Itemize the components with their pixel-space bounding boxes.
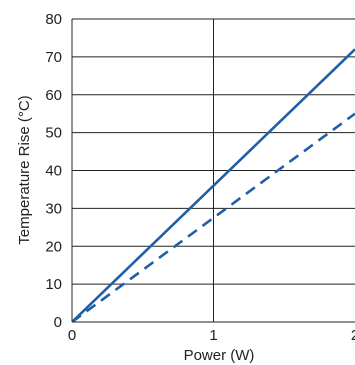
- y-tick-label-70: 70: [45, 49, 62, 66]
- series-group: [72, 48, 355, 322]
- y-axis-label: Temperature Rise (°C): [16, 95, 33, 244]
- y-tick-label-0: 0: [54, 314, 62, 331]
- y-tick-labels: 0 10 20 30 40 50 60 70 80: [45, 11, 62, 331]
- plot-frame: [71, 18, 355, 323]
- y-tick-label-10: 10: [45, 276, 62, 293]
- y-tick-label-30: 30: [45, 200, 62, 217]
- series-line-1: [72, 48, 355, 322]
- series-line-2: [72, 112, 355, 322]
- y-tick-label-20: 20: [45, 238, 62, 255]
- y-tick-label-80: 80: [45, 11, 62, 28]
- x-tick-label-0: 0: [68, 327, 76, 344]
- grid-lines: [72, 19, 355, 322]
- x-tick-label-2: 2: [351, 327, 355, 344]
- x-axis-label: Power (W): [184, 347, 255, 364]
- x-tick-labels: 0 1 2: [68, 327, 355, 344]
- y-tick-label-60: 60: [45, 87, 62, 104]
- x-tick-label-1: 1: [209, 327, 217, 344]
- y-tick-label-50: 50: [45, 125, 62, 142]
- y-tick-label-40: 40: [45, 163, 62, 180]
